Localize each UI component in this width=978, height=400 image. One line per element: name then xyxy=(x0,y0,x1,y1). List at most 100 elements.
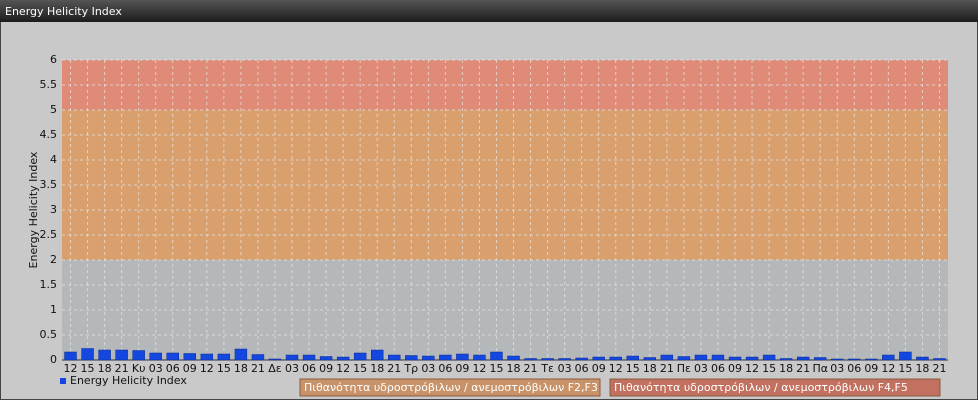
y-tick-label: 6 xyxy=(50,53,57,66)
header-title: Energy Helicity Index xyxy=(5,5,122,18)
bar xyxy=(64,351,77,361)
x-tick-label: Πε xyxy=(677,362,691,375)
band-legend-label: Πιθανότητα υδροστρόβιλων / ανεμοστρόβιλω… xyxy=(304,381,598,394)
bar xyxy=(336,356,350,361)
bar xyxy=(370,349,384,361)
bar xyxy=(507,355,520,361)
x-tick-label: 03 xyxy=(694,362,708,375)
bar xyxy=(439,354,452,361)
bar xyxy=(490,351,503,361)
y-tick-label: 2.5 xyxy=(40,228,58,241)
bar xyxy=(234,348,248,361)
y-tick-label: 5 xyxy=(50,103,57,116)
x-tick-label: 15 xyxy=(626,362,640,375)
x-tick-label: 15 xyxy=(762,362,776,375)
x-tick-label: 06 xyxy=(166,362,180,375)
bar xyxy=(916,356,929,361)
bar xyxy=(319,356,333,361)
y-tick-label: 3.5 xyxy=(40,178,58,191)
x-tick-label: 21 xyxy=(387,362,401,375)
x-tick-label: 09 xyxy=(319,362,333,375)
bar xyxy=(405,355,418,361)
x-tick-label: 09 xyxy=(592,362,606,375)
band-legend xyxy=(609,378,941,397)
bar xyxy=(882,354,895,361)
x-tick-label: 18 xyxy=(507,362,521,375)
x-tick-label: 12 xyxy=(336,362,350,375)
x-tick-label: 18 xyxy=(234,362,248,375)
y-tick-label: 0 xyxy=(50,353,57,366)
x-tick-label: 12 xyxy=(200,362,214,375)
bar xyxy=(831,358,844,361)
x-tick-label: 15 xyxy=(81,362,95,375)
bar xyxy=(541,358,554,361)
x-tick-label: 18 xyxy=(779,362,793,375)
bar xyxy=(388,354,401,361)
bar xyxy=(558,358,571,361)
y-tick-label: 4.5 xyxy=(40,128,58,141)
x-tick-label: 03 xyxy=(421,362,435,375)
y-axis-label: Energy Helicity Index xyxy=(27,151,40,268)
bar xyxy=(200,353,214,361)
x-tick-label: Τρ xyxy=(403,362,418,375)
x-tick-label: 18 xyxy=(370,362,384,375)
bar xyxy=(115,349,128,361)
x-tick-label: 06 xyxy=(438,362,452,375)
x-tick-label: 15 xyxy=(489,362,503,375)
x-tick-label: 09 xyxy=(728,362,742,375)
bar xyxy=(694,354,708,361)
bar xyxy=(268,358,282,361)
y-tick-label: 1 xyxy=(50,303,57,316)
bar xyxy=(149,352,162,361)
bar xyxy=(81,348,94,361)
bar xyxy=(796,356,810,361)
bar xyxy=(643,357,657,361)
bar xyxy=(132,350,145,361)
x-tick-label: 12 xyxy=(609,362,623,375)
x-tick-label: 06 xyxy=(847,362,861,375)
x-tick-label: 03 xyxy=(285,362,299,375)
x-tick-label: 21 xyxy=(251,362,265,375)
header-bar xyxy=(0,0,978,22)
x-tick-label: 09 xyxy=(864,362,878,375)
x-tick-label: 06 xyxy=(575,362,589,375)
bar xyxy=(848,358,861,361)
x-tick-label: 09 xyxy=(183,362,197,375)
x-tick-label: 03 xyxy=(149,362,163,375)
x-tick-label: 21 xyxy=(524,362,538,375)
bar xyxy=(217,353,231,361)
x-tick-label: 03 xyxy=(830,362,844,375)
bar xyxy=(183,353,197,361)
bar xyxy=(592,356,605,361)
bar xyxy=(251,354,265,361)
band-legend-label: Πιθανότητα υδροστρόβιλων / ανεμοστρόβιλω… xyxy=(614,381,908,394)
bar xyxy=(609,356,622,361)
y-tick-label: 0.5 xyxy=(40,328,58,341)
bar xyxy=(779,358,793,361)
x-tick-label: 15 xyxy=(353,362,367,375)
x-tick-label: 12 xyxy=(745,362,759,375)
x-tick-label: 12 xyxy=(881,362,895,375)
bar xyxy=(626,355,640,361)
x-tick-label: 21 xyxy=(932,362,946,375)
y-tick-label: 4 xyxy=(50,153,57,166)
bar xyxy=(524,358,537,361)
bar xyxy=(899,351,912,361)
bar xyxy=(353,352,367,361)
x-tick-label: 06 xyxy=(711,362,725,375)
x-tick-label: 18 xyxy=(643,362,657,375)
x-tick-label: 21 xyxy=(660,362,674,375)
x-tick-label: 21 xyxy=(115,362,129,375)
bar xyxy=(865,358,878,361)
x-tick-label: 18 xyxy=(98,362,112,375)
x-tick-label: 18 xyxy=(915,362,929,375)
bar xyxy=(166,352,179,361)
y-tick-label: 5.5 xyxy=(40,78,58,91)
x-tick-label: 09 xyxy=(455,362,469,375)
x-tick-label: 06 xyxy=(302,362,316,375)
x-tick-label: 03 xyxy=(558,362,572,375)
bar xyxy=(677,356,691,361)
y-tick-label: 1.5 xyxy=(40,278,58,291)
bar xyxy=(745,356,759,361)
